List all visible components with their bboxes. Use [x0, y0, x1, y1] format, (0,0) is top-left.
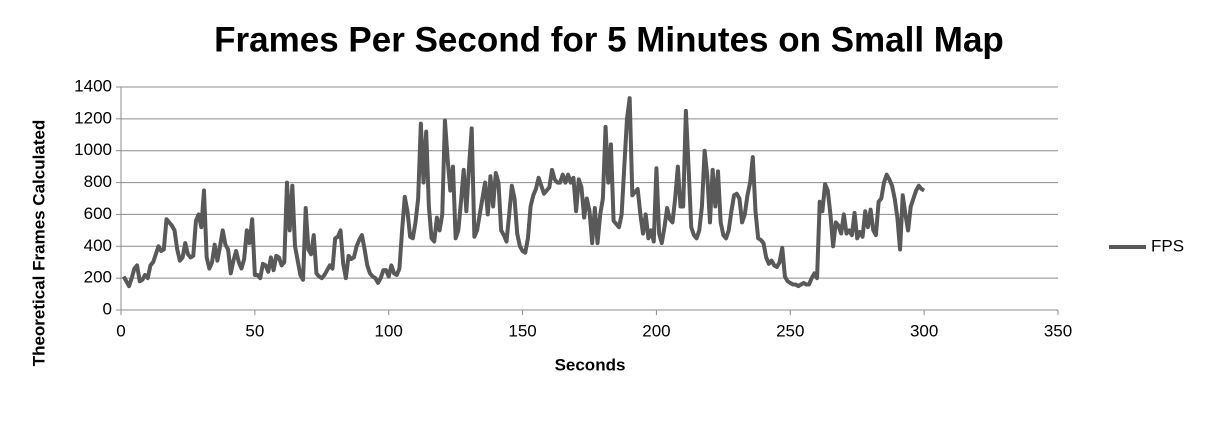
y-tick-label: 1200	[74, 108, 112, 127]
x-tick-label: 300	[910, 321, 938, 340]
y-axis-label: Theoretical Frames Calculated	[29, 120, 48, 367]
x-tick-label: 0	[116, 321, 125, 340]
x-axis-label: Seconds	[555, 355, 626, 374]
y-tick-label: 0	[103, 299, 112, 318]
x-tick-label: 50	[245, 321, 264, 340]
line-series	[121, 96, 926, 289]
x-tick-label: 350	[1044, 321, 1072, 340]
x-tick-label: 250	[776, 321, 804, 340]
y-tick-label: 1400	[74, 76, 112, 95]
chart-title: Frames Per Second for 5 Minutes on Small…	[214, 20, 1004, 59]
y-tick-label: 400	[84, 236, 112, 255]
y-tick-label: 800	[84, 172, 112, 191]
y-tick-label: 1000	[74, 140, 112, 159]
y-tick-label: 600	[84, 204, 112, 223]
x-tick-label: 200	[642, 321, 670, 340]
y-tick-label: 200	[84, 268, 112, 287]
x-tick-label: 150	[508, 321, 536, 340]
x-tick-label: 100	[375, 321, 403, 340]
legend-label: FPS	[1151, 236, 1184, 255]
